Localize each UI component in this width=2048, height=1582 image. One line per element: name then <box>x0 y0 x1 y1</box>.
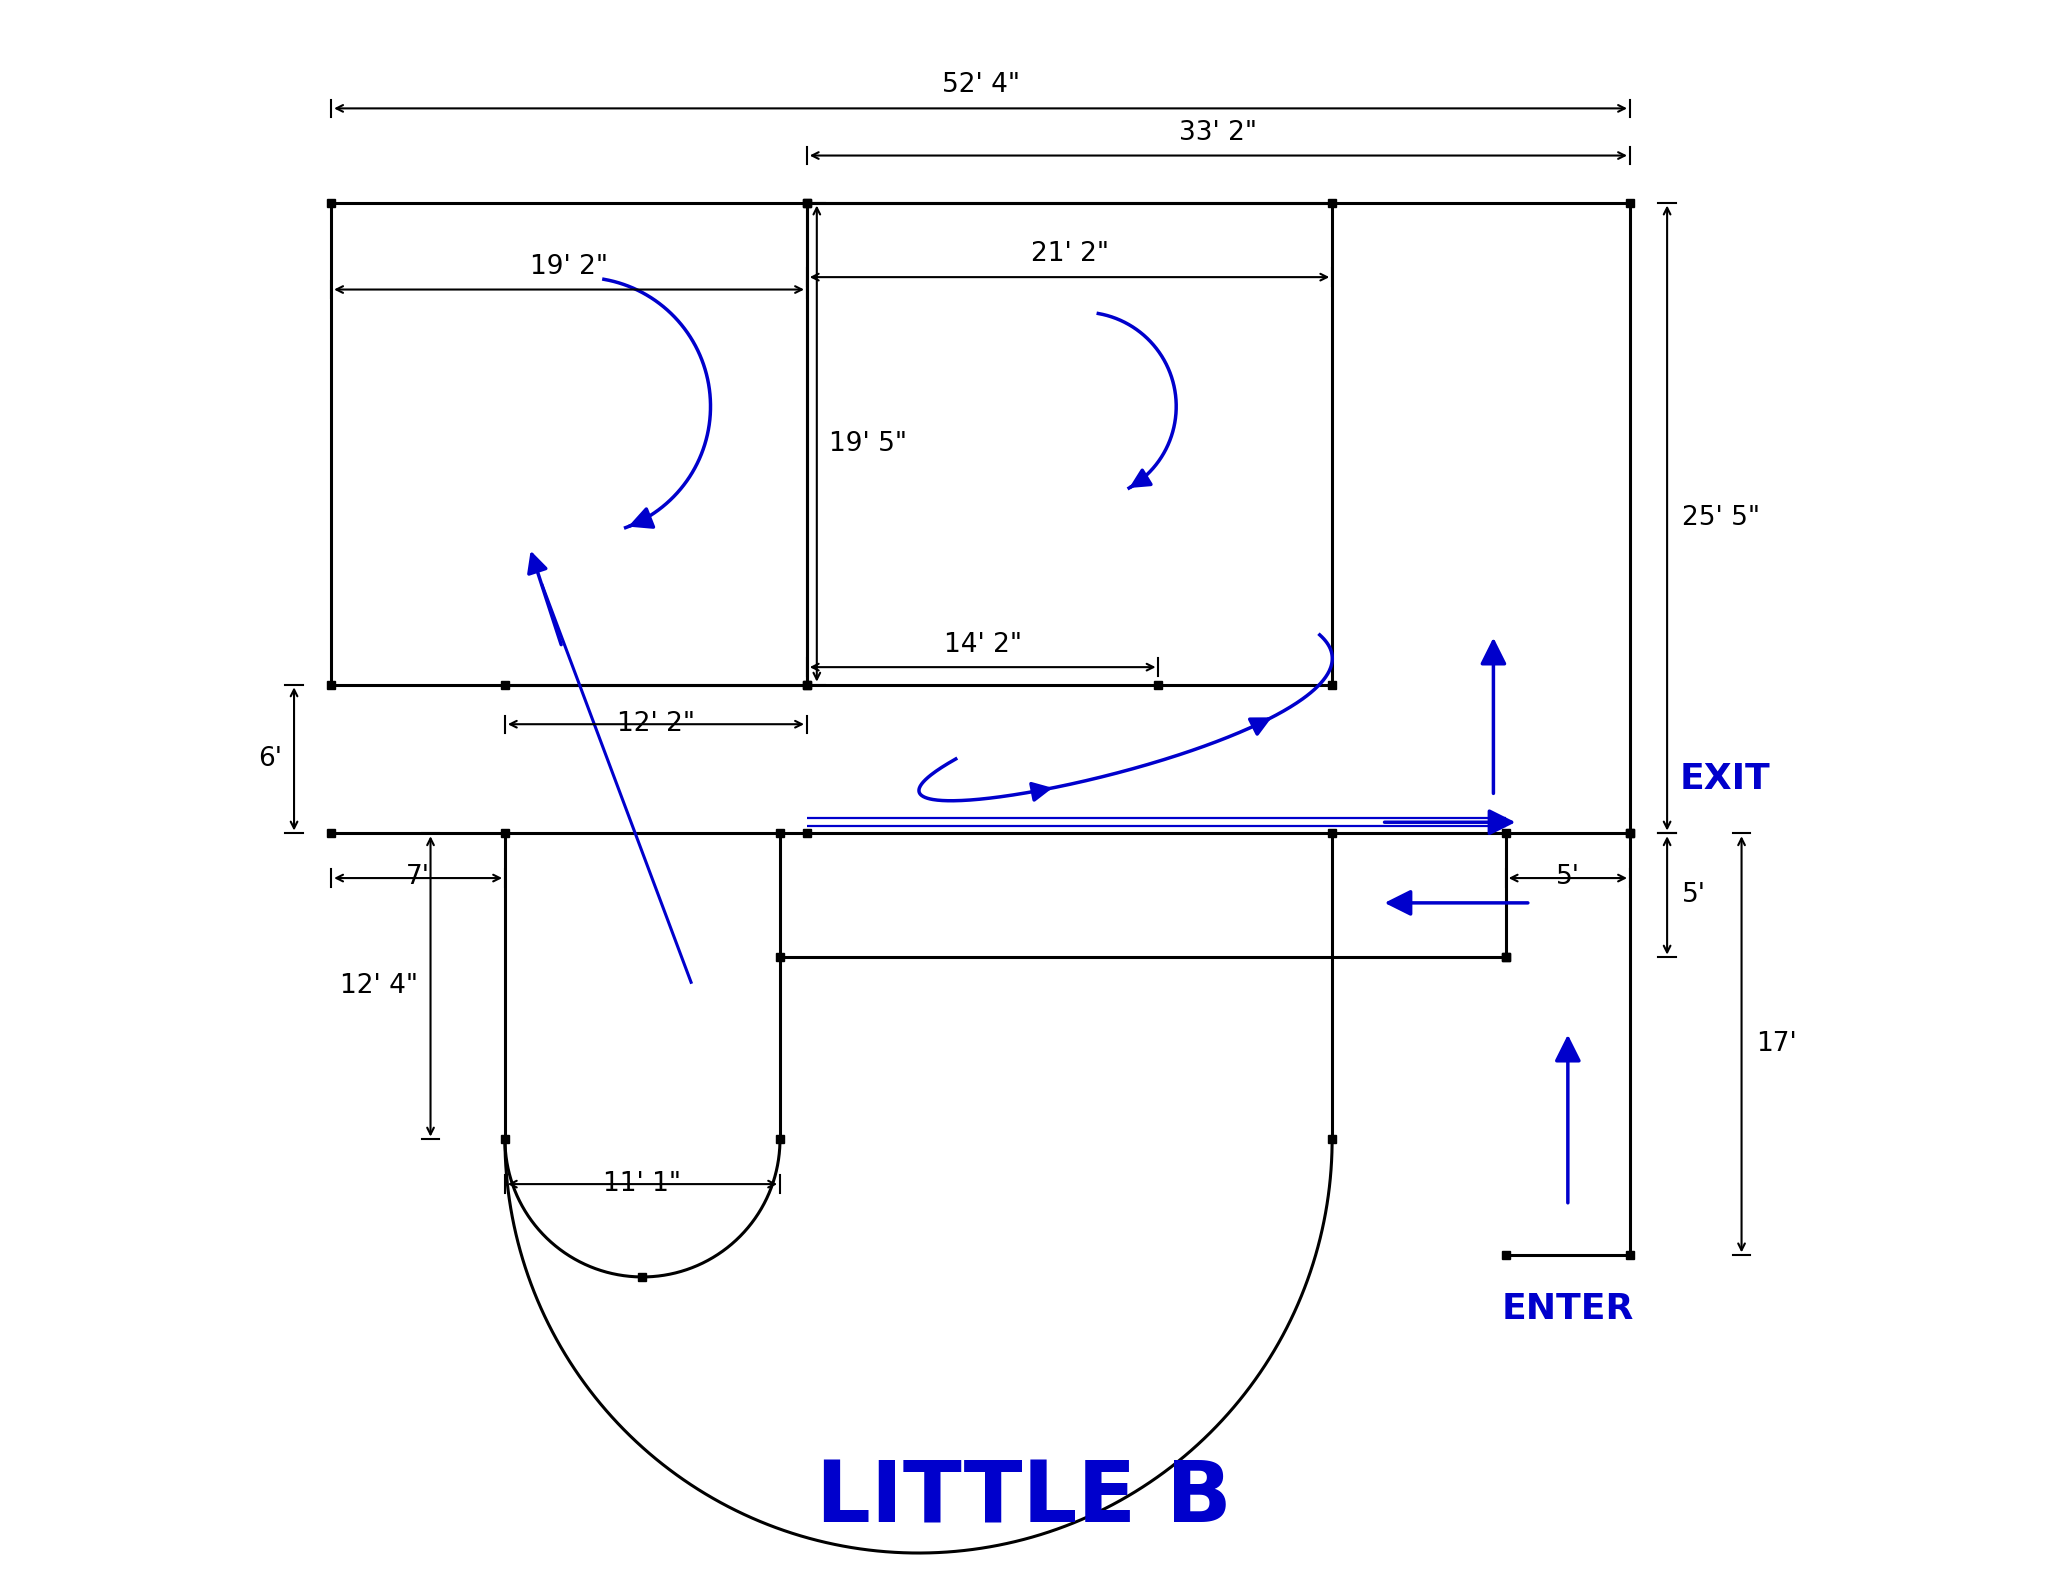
Text: 6': 6' <box>258 747 283 772</box>
Text: 11' 1": 11' 1" <box>604 1171 682 1196</box>
Text: 12' 2": 12' 2" <box>616 710 694 737</box>
Text: EXIT: EXIT <box>1679 763 1769 796</box>
Text: 52' 4": 52' 4" <box>942 73 1020 98</box>
Text: 33' 2": 33' 2" <box>1180 120 1257 146</box>
Text: ENTER: ENTER <box>1501 1292 1634 1326</box>
Text: 14' 2": 14' 2" <box>944 633 1022 658</box>
Text: LITTLE B: LITTLE B <box>815 1457 1233 1541</box>
Text: 19' 2": 19' 2" <box>530 253 608 280</box>
Text: 21' 2": 21' 2" <box>1030 240 1108 267</box>
Text: 12' 4": 12' 4" <box>340 973 418 1000</box>
Text: 19' 5": 19' 5" <box>829 430 907 457</box>
Text: 5': 5' <box>1681 883 1706 908</box>
Text: 5': 5' <box>1556 864 1579 891</box>
Text: 17': 17' <box>1757 1031 1798 1057</box>
Text: 7': 7' <box>406 864 430 891</box>
Text: 25' 5": 25' 5" <box>1681 505 1759 532</box>
